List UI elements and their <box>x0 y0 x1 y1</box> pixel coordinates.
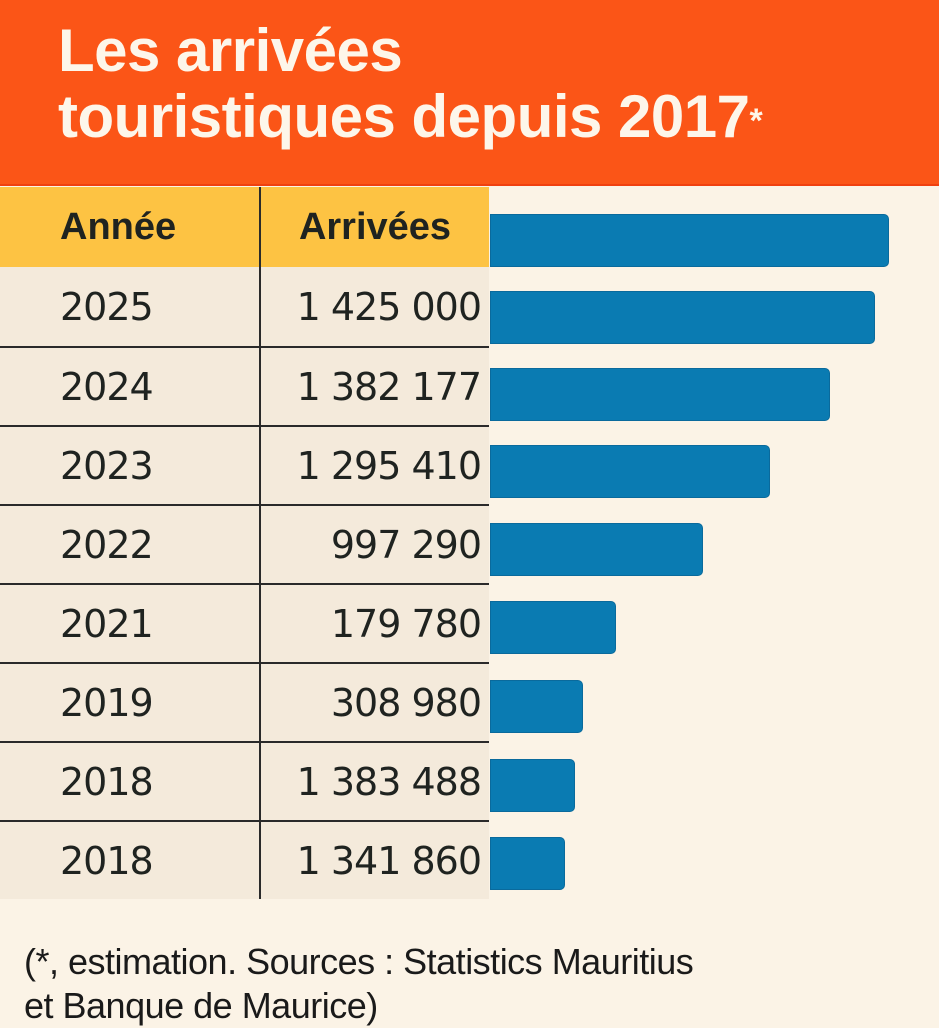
year-cell: 2025 <box>0 267 261 346</box>
bar-2021 <box>490 601 616 654</box>
year-cell: 2021 <box>0 585 261 662</box>
year-cell: 2018 <box>0 822 261 899</box>
column-header-year: Année <box>0 187 261 267</box>
table-row: 2025 1 425 000 <box>0 267 489 346</box>
bar-2025 <box>490 291 875 344</box>
year-value: 2018 <box>60 759 154 804</box>
bar-chart <box>490 187 939 911</box>
table-row: 2019 308 980 <box>0 662 489 741</box>
year-value: 2024 <box>60 364 154 409</box>
year-cell: 2023 <box>0 427 261 504</box>
arrivals-table: Année Arrivées 2025 1 425 000 2024 1 382 17… <box>0 187 489 899</box>
arrivals-value: 1 295 410 <box>296 443 482 488</box>
year-cell: 2024 <box>0 348 261 425</box>
arrivals-cell: 1 341 860 <box>261 822 489 899</box>
footnote: (*, estimation. Sources : Statistics Mau… <box>24 940 924 1028</box>
table-row: 2021 179 780 <box>0 583 489 662</box>
arrivals-cell: 997 290 <box>261 506 489 583</box>
table-header-row: Année Arrivées <box>0 187 489 267</box>
column-header-year-label: Année <box>60 205 177 248</box>
column-header-arrivals: Arrivées <box>261 187 489 267</box>
footnote-line-2: et Banque de Maurice) <box>24 985 378 1026</box>
year-cell: 2019 <box>0 664 261 741</box>
column-header-arrivals-label: Arrivées <box>298 205 452 248</box>
chart-title: Les arrivées touristiques depuis 2017* <box>58 17 763 150</box>
year-cell: 2018 <box>0 743 261 820</box>
bar-2023 <box>490 445 770 498</box>
table-row: 2018 1 341 860 <box>0 820 489 899</box>
footnote-line-1: (*, estimation. Sources : Statistics Mau… <box>24 941 694 982</box>
arrivals-cell: 179 780 <box>261 585 489 662</box>
arrivals-cell: 308 980 <box>261 664 489 741</box>
bar-2018 <box>490 759 575 812</box>
year-value: 2019 <box>60 680 154 725</box>
year-value: 2021 <box>60 601 154 646</box>
arrivals-cell: 1 425 000 <box>261 267 489 346</box>
arrivals-cell: 1 383 488 <box>261 743 489 820</box>
year-value: 2023 <box>60 443 154 488</box>
bar-header <box>490 214 889 267</box>
title-asterisk: * <box>749 102 763 140</box>
arrivals-value: 1 383 488 <box>296 759 482 804</box>
title-line-2: touristiques depuis 2017 <box>58 83 750 150</box>
arrivals-value: 179 780 <box>330 601 482 646</box>
year-value: 2025 <box>60 284 154 329</box>
year-value: 2018 <box>60 838 154 883</box>
arrivals-value: 1 425 000 <box>296 284 482 329</box>
title-banner: Les arrivées touristiques depuis 2017* <box>0 0 939 186</box>
year-cell: 2022 <box>0 506 261 583</box>
arrivals-cell: 1 382 177 <box>261 348 489 425</box>
table-row: 2023 1 295 410 <box>0 425 489 504</box>
table-row: 2022 997 290 <box>0 504 489 583</box>
bar-2018 <box>490 837 565 890</box>
table-row: 2024 1 382 177 <box>0 346 489 425</box>
bar-2022 <box>490 523 703 576</box>
bar-2019 <box>490 680 583 733</box>
arrivals-value: 1 382 177 <box>296 364 482 409</box>
arrivals-value: 1 341 860 <box>296 838 482 883</box>
arrivals-value: 308 980 <box>330 680 482 725</box>
arrivals-value: 997 290 <box>330 522 482 567</box>
title-line-1: Les arrivées <box>58 17 403 84</box>
table-row: 2018 1 383 488 <box>0 741 489 820</box>
bar-2024 <box>490 368 830 421</box>
arrivals-cell: 1 295 410 <box>261 427 489 504</box>
year-value: 2022 <box>60 522 154 567</box>
